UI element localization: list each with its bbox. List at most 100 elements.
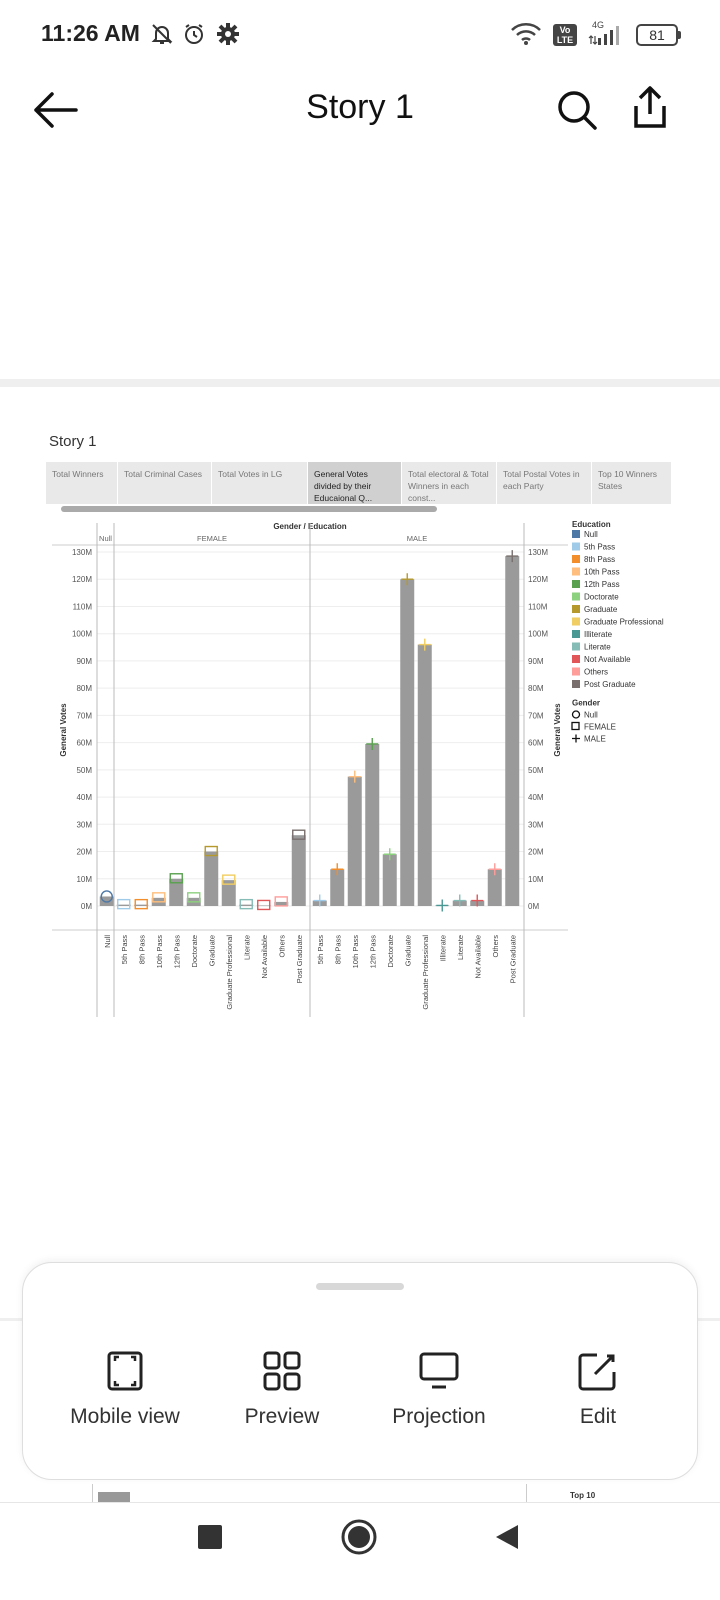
battery-icon: 81 [636, 24, 678, 46]
legend-swatch [572, 667, 580, 676]
peek-bar [98, 1492, 130, 1502]
female-gender-mark [169, 873, 183, 884]
y-tick-right: 100M [528, 630, 548, 639]
edit-button[interactable] [513, 1350, 683, 1397]
female-gender-mark [257, 899, 271, 911]
x-tick-label: 12th Pass [368, 935, 377, 969]
bar [291, 835, 306, 906]
legend-label: 12th Pass [584, 580, 620, 589]
y-tick-left: 80M [76, 684, 92, 693]
x-tick-label: Literate [242, 935, 251, 960]
legend-swatch [572, 567, 580, 576]
x-tick-label: 10th Pass [155, 935, 164, 969]
y-tick-left: 40M [76, 793, 92, 802]
male-gender-mark [471, 894, 484, 907]
legend-swatch [572, 592, 580, 601]
legend-swatch [572, 580, 580, 588]
y-tick-left: 70M [76, 711, 92, 720]
female-gender-mark [222, 874, 236, 885]
male-gender-mark [453, 894, 466, 907]
x-tick-label: 8th Pass [333, 935, 342, 964]
search-icon[interactable] [555, 88, 599, 132]
mobile-view-label: Mobile view [70, 1405, 180, 1428]
male-gender-mark [366, 737, 379, 750]
legend-label: Post Graduate [584, 680, 636, 689]
tab-general-votes-education[interactable]: General Votes divided by their Educaiona… [308, 462, 402, 504]
edit-label: Edit [579, 1405, 617, 1428]
peek-legend-label: Top 10 [570, 1491, 596, 1500]
bar [382, 854, 397, 906]
status-bar: 11:26 AM Vo LTE 4G 81 [0, 0, 720, 70]
male-gender-mark [383, 848, 396, 861]
battery-tip [678, 31, 681, 39]
tab-total-criminal-cases[interactable]: Total Criminal Cases [118, 462, 212, 504]
recents-square-icon[interactable] [198, 1525, 222, 1549]
x-tick-label: Graduate [207, 935, 216, 966]
legend-label: 8th Pass [584, 555, 615, 564]
male-gender-mark [348, 770, 361, 783]
x-tick-label: Others [277, 935, 286, 958]
legend-swatch [572, 680, 580, 688]
y-tick-left: 110M [73, 602, 93, 611]
x-tick-label: 8th Pass [137, 935, 146, 964]
share-icon[interactable] [630, 84, 670, 130]
y-tick-left: 90M [76, 657, 92, 666]
system-nav-bar [0, 1502, 720, 1600]
bar [256, 905, 271, 907]
projection-monitor-icon [419, 1352, 459, 1389]
x-tick-label: Graduate Professional [225, 935, 234, 1010]
x-tick-label: 12th Pass [172, 935, 181, 969]
legend-swatch [572, 630, 580, 638]
story-title: Story 1 [49, 433, 97, 450]
x-tick-label: Literate [456, 935, 465, 960]
y-tick-right: 120M [528, 575, 548, 584]
y-tick-right: 90M [528, 657, 544, 666]
x-tick-label: Graduate [403, 935, 412, 966]
tab-total-votes-in-lg[interactable]: Total Votes in LG [212, 462, 308, 504]
y-tick-left: 120M [72, 575, 92, 584]
edit-icon [578, 1353, 616, 1391]
legend-label: Literate [584, 643, 611, 652]
y-tick-left: 20M [76, 848, 92, 857]
x-tick-label: 5th Pass [120, 935, 129, 964]
legend-label: 5th Pass [584, 543, 615, 552]
preview-button[interactable] [197, 1350, 367, 1397]
female-gender-mark [274, 896, 288, 907]
x-tick-label: Not Available [473, 935, 482, 979]
page-title: Story 1 [306, 88, 414, 126]
y-tick-right: 130M [528, 548, 548, 557]
tab-total-postal-votes[interactable]: Total Postal Votes in each Party [497, 462, 592, 504]
x-tick-label: Graduate Professional [421, 935, 430, 1010]
peek-gridline [526, 1484, 527, 1502]
tab-total-winners[interactable]: Total Winners [46, 462, 118, 504]
bar [274, 901, 289, 906]
female-gender-mark [204, 845, 218, 857]
tab-top-10-winners-states[interactable]: Top 10 Winners States [592, 462, 672, 504]
x-tick-label: Not Available [260, 935, 269, 979]
male-gender-mark [331, 863, 344, 876]
bar [221, 880, 236, 906]
y-tick-left: 130M [72, 548, 92, 557]
home-circle-icon[interactable] [340, 1518, 378, 1556]
bar [505, 556, 520, 906]
legend-label: Not Available [584, 655, 631, 664]
male-gender-mark [506, 550, 519, 563]
projection-button[interactable] [354, 1350, 524, 1397]
bar [169, 878, 184, 906]
back-arrow-icon[interactable] [32, 90, 80, 130]
y-tick-right: 50M [528, 766, 544, 775]
bar [239, 904, 254, 906]
peek-divider-left [0, 1318, 22, 1321]
bar [487, 869, 502, 906]
sheet-drag-handle[interactable] [316, 1283, 404, 1290]
tab-scrollbar[interactable] [61, 506, 437, 512]
legend-label: Null [584, 711, 598, 720]
mobile-view-button[interactable] [40, 1350, 210, 1397]
status-time: 11:26 AM [41, 20, 140, 46]
female-gender-mark [134, 898, 148, 910]
tab-total-electoral-winners[interactable]: Total electoral & Total Winners in each … [402, 462, 497, 504]
male-gender-mark [436, 899, 449, 912]
y-axis-label-left: General Votes [59, 703, 68, 757]
legend-swatch [572, 655, 580, 663]
back-triangle-icon[interactable] [494, 1523, 520, 1551]
